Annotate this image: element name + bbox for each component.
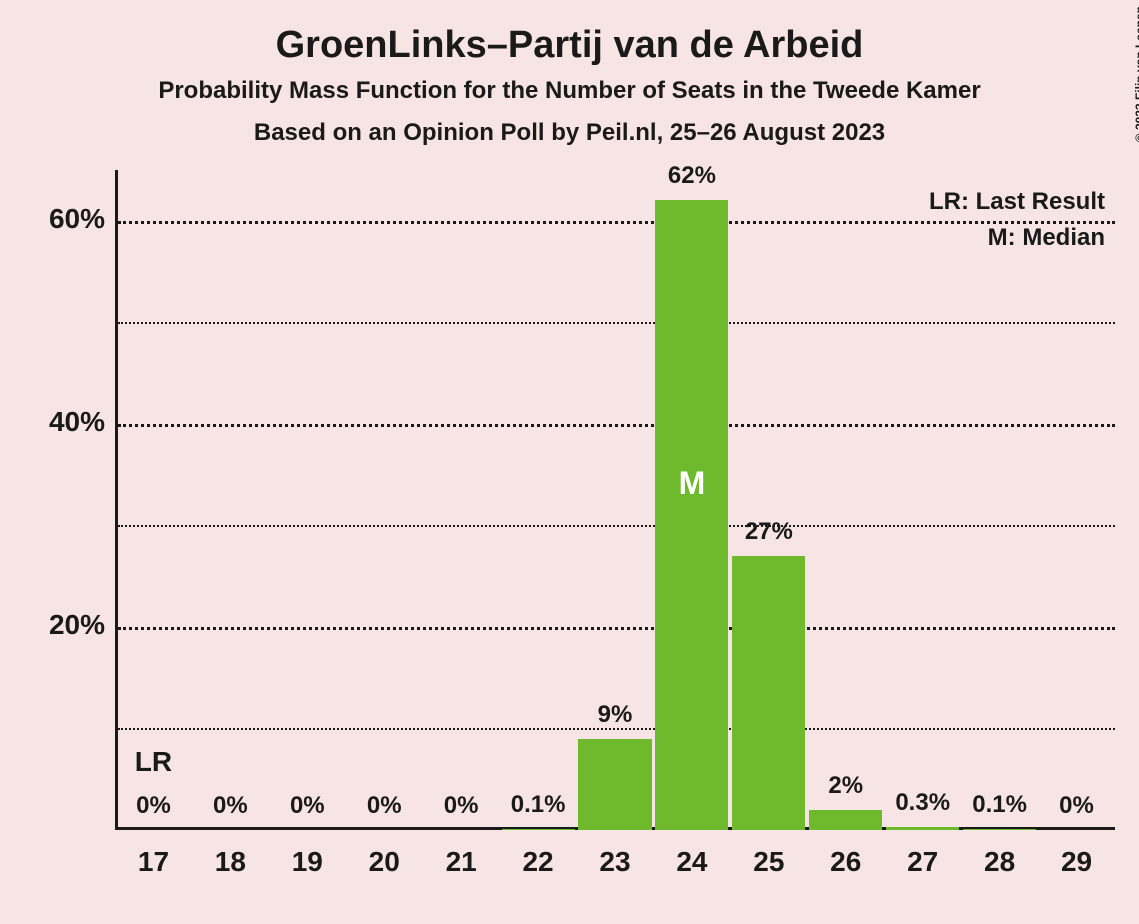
chart-subtitle-2: Based on an Opinion Poll by Peil.nl, 25–… — [0, 105, 1139, 147]
gridline-major — [118, 424, 1115, 427]
chart-title: GroenLinks–Partij van de Arbeid — [0, 0, 1139, 67]
bar-value-label: 0.1% — [500, 791, 577, 819]
x-tick-label: 21 — [423, 846, 500, 878]
bar-value-label: 0.1% — [961, 791, 1038, 819]
x-tick-label: 20 — [346, 846, 423, 878]
y-tick-label: 60% — [20, 203, 105, 235]
chart-subtitle-1: Probability Mass Function for the Number… — [0, 67, 1139, 105]
bar-value-label: 0% — [192, 792, 269, 820]
x-tick-label: 24 — [653, 846, 730, 878]
bar-value-label: 0% — [423, 792, 500, 820]
y-tick-label: 40% — [20, 406, 105, 438]
bar-value-label: 27% — [730, 518, 807, 546]
bar — [963, 829, 1036, 830]
x-tick-label: 27 — [884, 846, 961, 878]
bar-value-label: 0% — [346, 792, 423, 820]
gridline-major — [118, 627, 1115, 630]
copyright-text: © 2023 Filip van Laenen — [1133, 6, 1139, 142]
bar — [578, 739, 651, 830]
gridline-minor — [118, 322, 1115, 324]
bar — [502, 829, 575, 830]
bar-value-label: 0% — [115, 792, 192, 820]
x-tick-label: 19 — [269, 846, 346, 878]
x-tick-label: 29 — [1038, 846, 1115, 878]
x-tick-label: 28 — [961, 846, 1038, 878]
x-tick-label: 25 — [730, 846, 807, 878]
bar — [809, 810, 882, 830]
median-marker: M — [655, 465, 728, 502]
bar-value-label: 2% — [807, 772, 884, 800]
legend-m: M: Median — [115, 224, 1105, 252]
chart-plot-area: 20%40%60%0%LR170%180%190%200%210.1%229%2… — [115, 180, 1115, 830]
x-tick-label: 18 — [192, 846, 269, 878]
lr-marker: LR — [115, 746, 192, 778]
bar — [732, 556, 805, 830]
legend-lr: LR: Last Result — [115, 188, 1105, 216]
bar — [655, 200, 728, 830]
gridline-minor — [118, 525, 1115, 527]
bar-value-label: 9% — [577, 701, 654, 729]
gridline-minor — [118, 728, 1115, 730]
x-tick-label: 17 — [115, 846, 192, 878]
x-tick-label: 23 — [577, 846, 654, 878]
bar-value-label: 0.3% — [884, 789, 961, 817]
x-tick-label: 26 — [807, 846, 884, 878]
bar-value-label: 0% — [1038, 792, 1115, 820]
bar — [886, 827, 959, 830]
x-tick-label: 22 — [500, 846, 577, 878]
y-axis — [115, 170, 118, 830]
bar-value-label: 62% — [653, 162, 730, 190]
y-tick-label: 20% — [20, 609, 105, 641]
bar-value-label: 0% — [269, 792, 346, 820]
